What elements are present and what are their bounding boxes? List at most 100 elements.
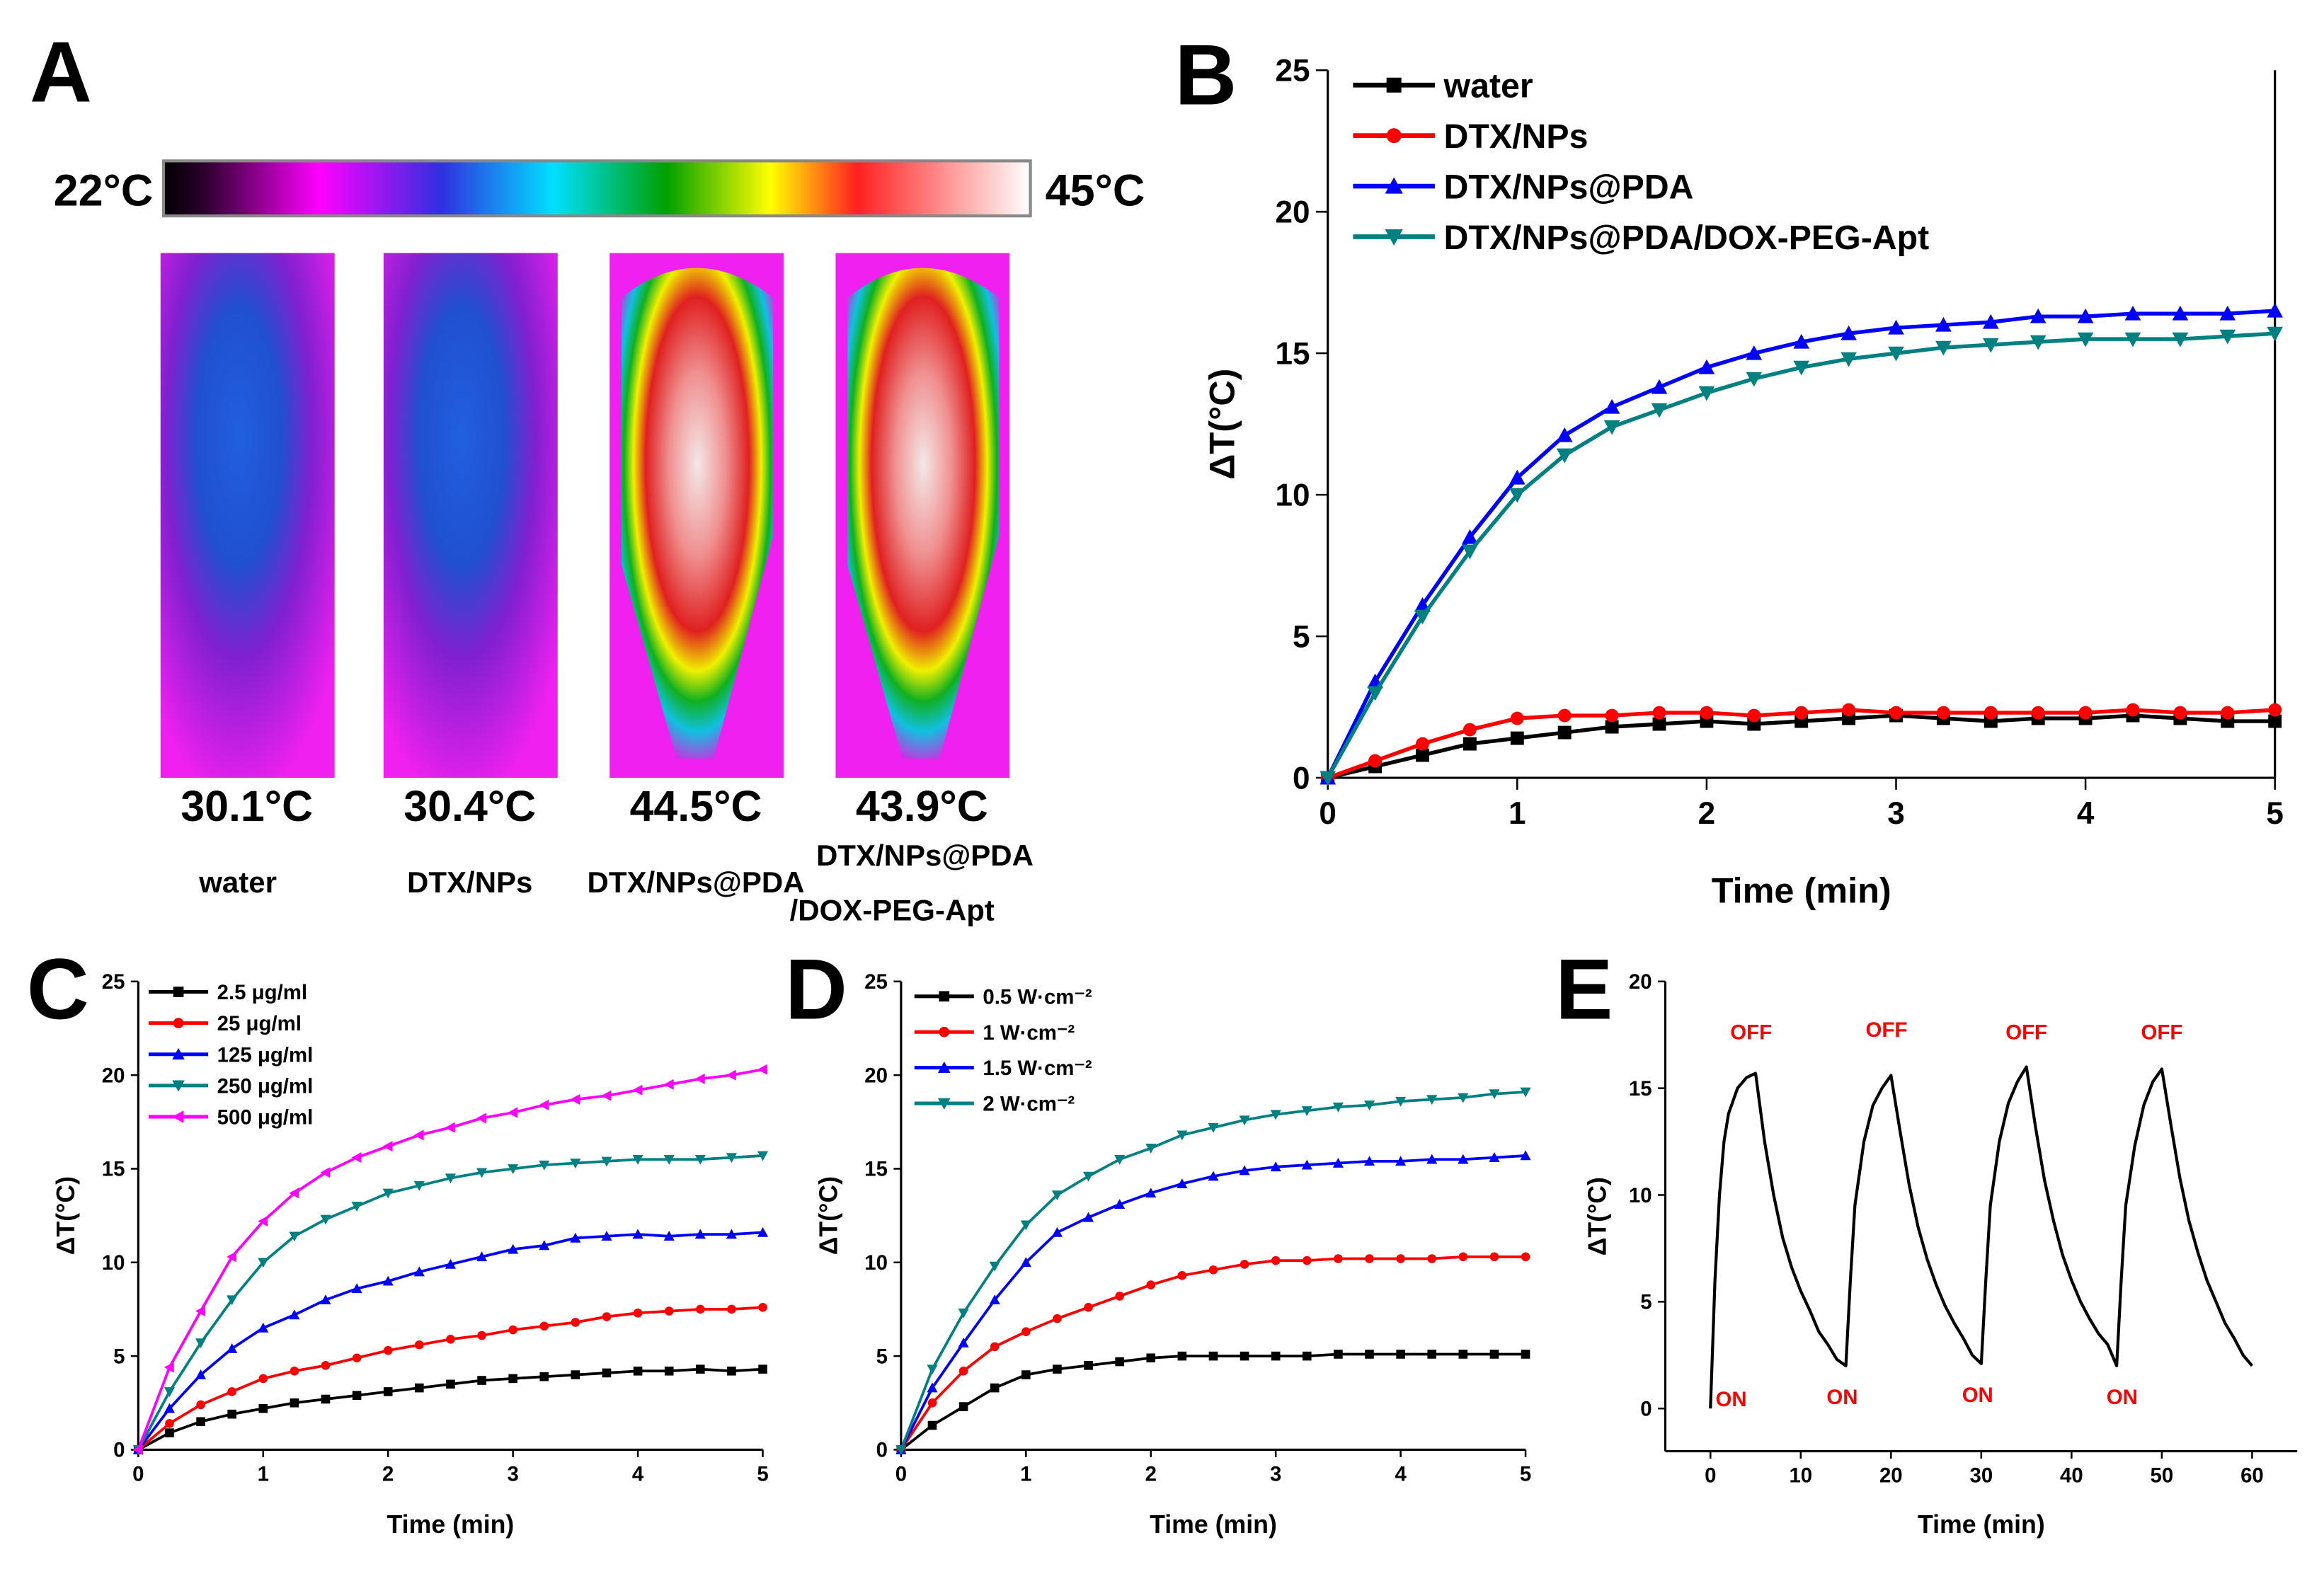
x-tick-label: 20 [1879,1464,1903,1488]
data-point-marker [508,1374,517,1384]
data-point-marker [1426,1095,1438,1105]
data-point-marker [1458,1252,1468,1262]
data-point-marker [1084,1303,1093,1312]
data-point-marker [694,1073,705,1084]
data-point-marker [1462,737,1477,751]
data-point-marker [1332,1102,1344,1113]
y-axis-label: ΔT(°C) [1201,369,1242,480]
legend-label: DTX/NPs@PDA/DOX-PEG-Apt [1444,219,1930,257]
data-point-marker [1557,708,1572,723]
legend-label: 2 W·cm⁻² [983,1093,1075,1116]
data-point-marker [290,1366,299,1376]
data-point-marker [1841,325,1857,340]
data-point-marker [696,1364,705,1374]
data-point-marker [958,1308,969,1318]
data-point-marker [1115,1357,1124,1367]
data-point-marker [1510,731,1524,745]
data-point-marker [1334,1350,1343,1359]
x-axis-label: Time (min) [1918,1510,2045,1539]
data-point-marker [726,1069,736,1081]
x-axis-label: Time (min) [1150,1510,1277,1539]
data-point-marker [227,1343,238,1353]
series-2 [132,1226,769,1454]
data-point-marker [164,1387,176,1397]
data-point-marker [165,1428,174,1437]
series-0 [134,1364,767,1454]
data-point-marker [601,1090,612,1101]
data-point-marker [1935,340,1952,356]
data-point-marker [1746,345,1763,360]
data-point-marker [927,1382,938,1393]
series-1 [134,1303,767,1454]
y-tick-label: 5 [1640,1291,1652,1314]
x-axis-label: Time (min) [1712,870,1891,910]
panel-label-a: A [30,23,92,120]
data-point-marker [570,1093,580,1105]
legend-item: water [1353,67,1533,105]
data-point-marker [632,1084,643,1096]
sample-name: DTX/NPs [407,866,532,899]
panel-label-e: E [1555,941,1613,1037]
data-point-marker [1605,708,1619,723]
data-point-marker [196,1417,205,1427]
panel-label-c: C [27,941,89,1037]
data-point-marker [1458,1154,1469,1164]
data-point-marker [2077,308,2094,323]
x-tick-label: 3 [1270,1463,1281,1486]
y-tick-label: 20 [1629,970,1652,994]
data-point-marker [2219,305,2236,321]
data-point-marker [1557,725,1572,740]
data-point-marker [415,1340,424,1350]
data-point-marker [1240,1260,1249,1269]
data-point-marker [1334,1254,1343,1263]
series-0 [1321,708,2282,785]
data-point-marker [258,1216,268,1227]
data-point-marker [1793,333,1810,349]
x-tick-label: 0 [1705,1464,1716,1488]
x-tick-label: 2 [382,1463,394,1486]
data-point-marker [1363,1156,1375,1166]
data-point-marker [164,1362,174,1373]
data-point-marker [758,1303,767,1312]
data-point-marker [2077,332,2094,347]
x-tick-label: 3 [1887,796,1905,831]
data-point-marker [446,1379,455,1389]
data-point-marker [1458,1093,1469,1103]
data-point-marker [1698,386,1715,401]
data-point-marker [352,1353,362,1363]
data-point-marker [227,1251,236,1263]
data-point-marker [477,1376,486,1385]
data-point-marker [1332,1157,1344,1168]
data-point-marker [1603,398,1620,414]
data-point-marker [1084,1361,1093,1370]
y-tick-label: 25 [102,970,125,994]
x-tick-label: 40 [2060,1464,2083,1488]
data-point-marker [1651,379,1668,394]
legend-item: 2 W·cm⁻² [914,1093,1075,1116]
data-point-marker [1145,1188,1157,1198]
data-point-marker [927,1364,938,1375]
data-point-marker [958,1338,969,1347]
y-tick-label: 10 [102,1251,125,1275]
data-point-marker [1177,1130,1188,1141]
data-point-marker [1320,771,1336,786]
data-point-marker [727,1366,736,1376]
data-point-marker [1489,1152,1500,1162]
legend-item: 125 μg/ml [149,1043,313,1067]
data-point-marker [757,1064,767,1075]
data-point-marker [1935,316,1952,332]
data-point-marker [2172,332,2189,347]
data-point-marker [1652,706,1666,720]
data-point-marker [570,1232,581,1243]
data-point-marker [351,1202,362,1212]
data-point-marker [1053,1314,1062,1323]
data-point-marker [1462,544,1478,560]
data-point-marker [1208,1351,1218,1361]
y-tick-label: 0 [876,1439,888,1462]
data-point-marker [351,1283,362,1294]
legend-item: 0.5 W·cm⁻² [914,985,1092,1008]
data-point-marker [2030,308,2047,323]
data-point-marker [571,1318,580,1327]
data-point-marker [1239,1165,1250,1176]
